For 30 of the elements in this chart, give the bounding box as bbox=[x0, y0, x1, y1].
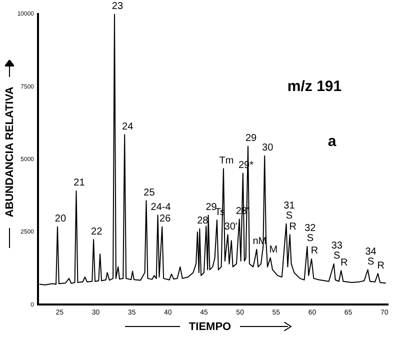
annotation: M bbox=[269, 244, 278, 256]
annotation: 33 bbox=[331, 240, 343, 252]
annotation: m/z 191 bbox=[287, 78, 342, 95]
annotation: 21 bbox=[74, 178, 86, 189]
annotation: R bbox=[340, 257, 348, 268]
annotation: S bbox=[286, 210, 293, 222]
y-axis-title: ABUNDANCIA RELATIVA bbox=[4, 86, 16, 218]
x-axis-title: TIEMPO bbox=[188, 321, 232, 334]
annotation: Tm bbox=[219, 155, 234, 166]
annotation: R bbox=[310, 246, 318, 257]
annotation: S bbox=[306, 233, 314, 244]
annotation: 34 bbox=[365, 246, 377, 258]
annotation: 29 bbox=[245, 132, 257, 144]
annotation: 26 bbox=[160, 213, 172, 224]
annotation: 22 bbox=[91, 226, 103, 238]
annotation: a bbox=[328, 133, 337, 150]
annotation: 30 bbox=[262, 142, 274, 154]
annotation: 24 bbox=[122, 121, 134, 132]
annotation: 32 bbox=[304, 223, 316, 234]
annotation: 29 bbox=[206, 202, 218, 213]
annotation: S bbox=[334, 250, 341, 262]
annotation: 20 bbox=[54, 213, 66, 224]
annotation: 23 bbox=[112, 0, 124, 12]
annotation: 25 bbox=[144, 187, 156, 198]
annotation: 28 bbox=[197, 216, 209, 227]
annotation: 31 bbox=[284, 200, 296, 212]
annotation: S bbox=[367, 256, 374, 268]
annotation: 24-4 bbox=[150, 202, 172, 213]
annotation: R bbox=[289, 221, 296, 232]
annotation: R bbox=[377, 260, 385, 272]
